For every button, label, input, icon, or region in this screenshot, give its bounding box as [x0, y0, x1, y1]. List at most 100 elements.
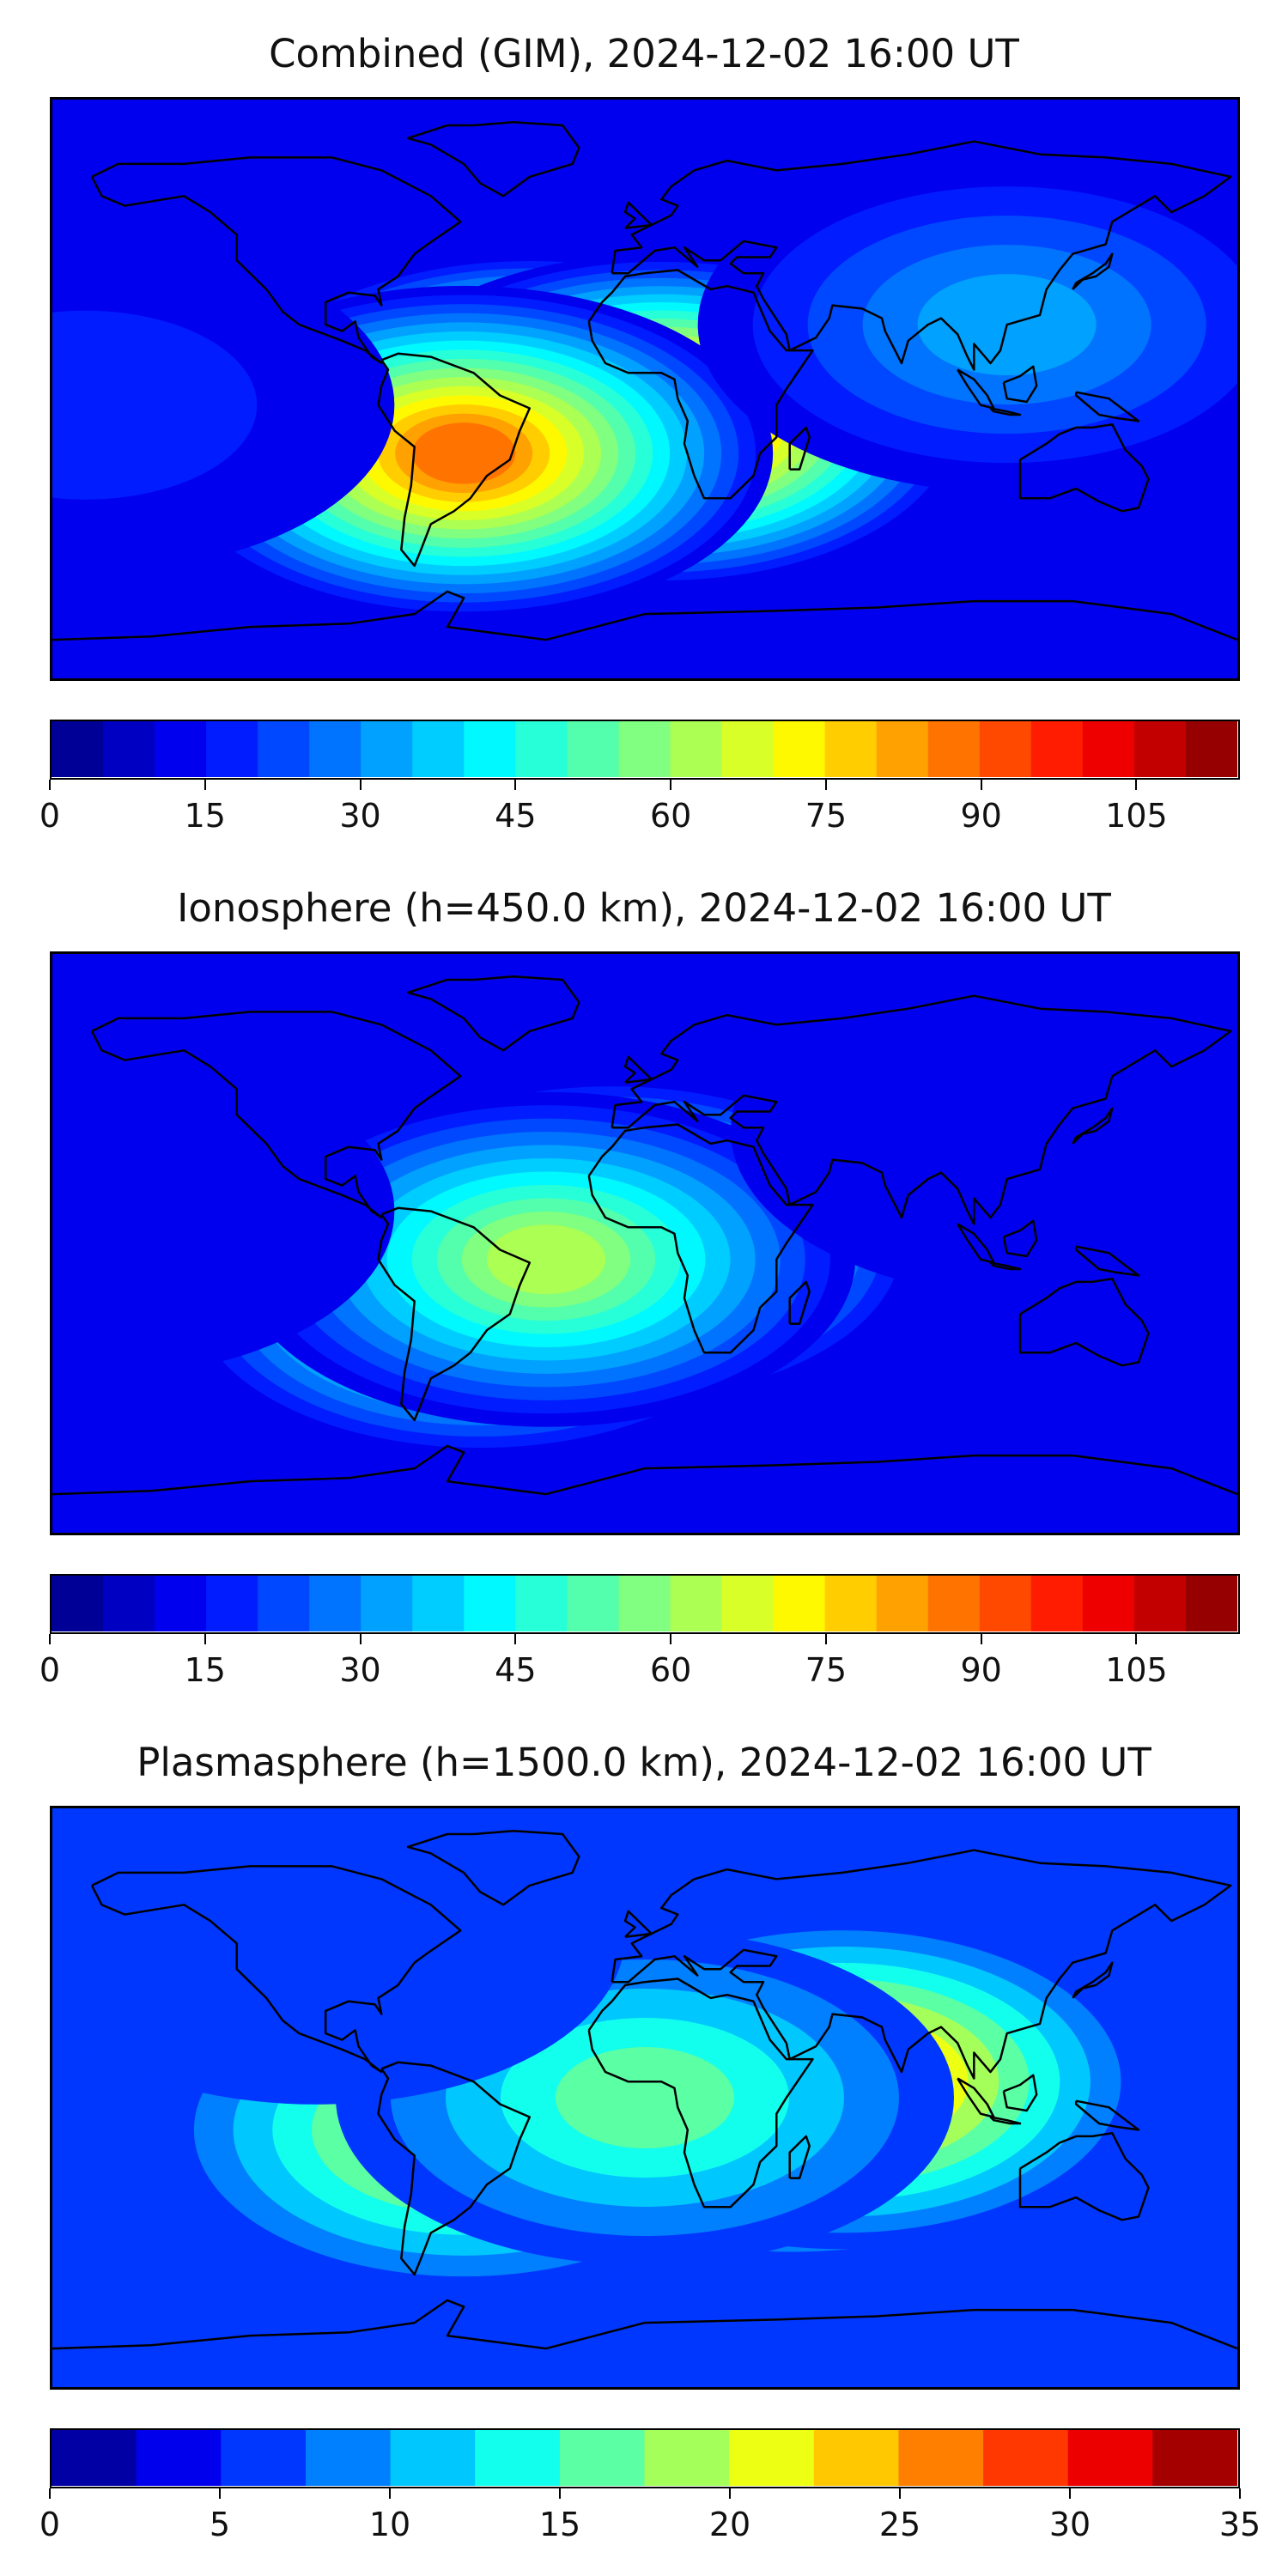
panel-combined: Combined (GIM), 2024-12-02 16:00 UT 0 15 3…	[0, 0, 1288, 859]
coastline	[377, 2061, 532, 2276]
colorbar-tick-label: 60	[649, 797, 692, 835]
colorbar-segment	[824, 1576, 878, 1631]
coastline	[1074, 391, 1140, 422]
heatmap-map	[50, 951, 1240, 1535]
colorbar-tick-label: 60	[649, 1651, 692, 1689]
colorbar-segment	[464, 721, 516, 777]
colorbar-tick-label: 90	[960, 1651, 1002, 1689]
colorbar-segment	[979, 721, 1032, 777]
colorbar-tick	[559, 2488, 561, 2499]
coastline	[788, 426, 811, 471]
contour-band	[52, 1808, 625, 2105]
colorbar-segment	[412, 721, 465, 777]
contour-band	[52, 1043, 395, 1379]
colorbar-segment	[773, 721, 826, 777]
colorbar-segment	[1030, 1576, 1084, 1631]
colorbar-segment	[1067, 2430, 1153, 2486]
colorbar-tick-label: 15	[184, 797, 226, 835]
heatmap-feature	[52, 1808, 625, 2105]
colorbar-tick-label: 35	[1218, 2506, 1261, 2543]
colorbar-segment	[721, 721, 775, 777]
colorbar-segment	[1030, 721, 1084, 777]
colorbar-tick	[670, 1634, 672, 1644]
colorbar-segment	[1133, 721, 1187, 777]
colorbar-segment	[876, 721, 929, 777]
colorbar-tick	[389, 2488, 391, 2499]
colorbar-tick	[980, 780, 982, 790]
colorbar-segment	[567, 721, 620, 777]
colorbar-segment	[1082, 721, 1135, 777]
coastline	[623, 201, 653, 230]
colorbar-tick-label: 45	[495, 797, 537, 835]
colorbar-tick	[204, 780, 206, 790]
colorbar-tick-label: 5	[209, 2506, 231, 2543]
coastline	[52, 2299, 1237, 2350]
coastline	[788, 2135, 811, 2179]
contour-band	[731, 963, 1237, 1298]
colorbar-segment	[721, 1576, 775, 1631]
colorbar-segment	[52, 2430, 137, 2486]
coastline	[1018, 2131, 1150, 2221]
colorbar-tick-label: 0	[39, 797, 61, 835]
colorbar-segment	[1133, 1576, 1187, 1631]
coastline	[406, 975, 580, 1052]
colorbar-tick	[359, 780, 361, 790]
chart-title: Combined (GIM), 2024-12-02 16:00 UT	[269, 31, 1019, 76]
colorbar-segment	[824, 721, 878, 777]
colorbar-segment	[515, 1576, 568, 1631]
coastline	[1074, 2099, 1140, 2131]
colorbar-segment	[103, 721, 155, 777]
colorbar-segment	[52, 1576, 104, 1631]
colorbar-tick	[1069, 2488, 1071, 2499]
colorbar-tick-label: 15	[538, 2506, 581, 2543]
colorbar-tick	[1239, 2488, 1241, 2499]
colorbar-segment	[475, 2430, 561, 2486]
colorbar-tick	[1135, 1634, 1138, 1644]
colorbar-segment	[927, 721, 981, 777]
chart-title: Ionosphere (h=450.0 km), 2024-12-02 16:0…	[177, 885, 1111, 931]
coastline	[989, 2116, 1022, 2125]
colorbar-tick-label: 90	[960, 797, 1002, 835]
panel-ionosphere: Ionosphere (h=450.0 km), 2024-12-02 16:0…	[0, 854, 1288, 1713]
colorbar-segment	[618, 1576, 671, 1631]
colorbar-tick-label: 105	[1105, 1651, 1168, 1689]
contour-band	[52, 310, 258, 500]
colorbar-segment	[670, 721, 723, 777]
colorbar-segment	[1152, 2430, 1237, 2486]
colorbar-tick-label: 10	[368, 2506, 411, 2543]
colorbar-segment	[729, 2430, 815, 2486]
colorbar-segment	[309, 1576, 361, 1631]
coastline	[90, 156, 462, 365]
colorbar-tick	[899, 2488, 901, 2499]
colorbar-segment	[258, 721, 310, 777]
coastline	[406, 120, 580, 197]
colorbar-tick	[514, 780, 517, 790]
colorbar-segment	[206, 721, 258, 777]
colorbar-tick-label: 0	[39, 1651, 61, 1689]
colorbar-segment	[813, 2430, 900, 2486]
colorbar	[50, 2428, 1240, 2488]
colorbar-tick-label: 15	[184, 1651, 226, 1689]
coastline	[989, 407, 1022, 416]
coastline	[1072, 1961, 1114, 1999]
colorbar-tick	[824, 780, 827, 790]
heatmap-map	[50, 97, 1240, 681]
coastline	[1018, 422, 1150, 513]
coastline	[90, 1865, 462, 2074]
colorbar-segment	[898, 2430, 984, 2486]
heatmap-feature	[52, 237, 395, 573]
coastline	[611, 140, 1232, 371]
coastline	[587, 1123, 814, 1354]
colorbar-tick	[204, 1634, 206, 1644]
colorbar-tick	[49, 780, 51, 790]
colorbar-tick-label: 25	[878, 2506, 921, 2543]
colorbar-tick	[49, 1634, 51, 1644]
coastline	[587, 269, 814, 500]
colorbar-tick	[824, 1634, 827, 1644]
colorbar-segment	[206, 1576, 258, 1631]
coastline	[52, 590, 1237, 641]
coastline	[1072, 252, 1114, 290]
colorbar-ticks: 0 15 30 45 60 75 90 105	[39, 780, 1240, 835]
coastline	[611, 994, 1232, 1225]
colorbar-segment	[567, 1576, 620, 1631]
